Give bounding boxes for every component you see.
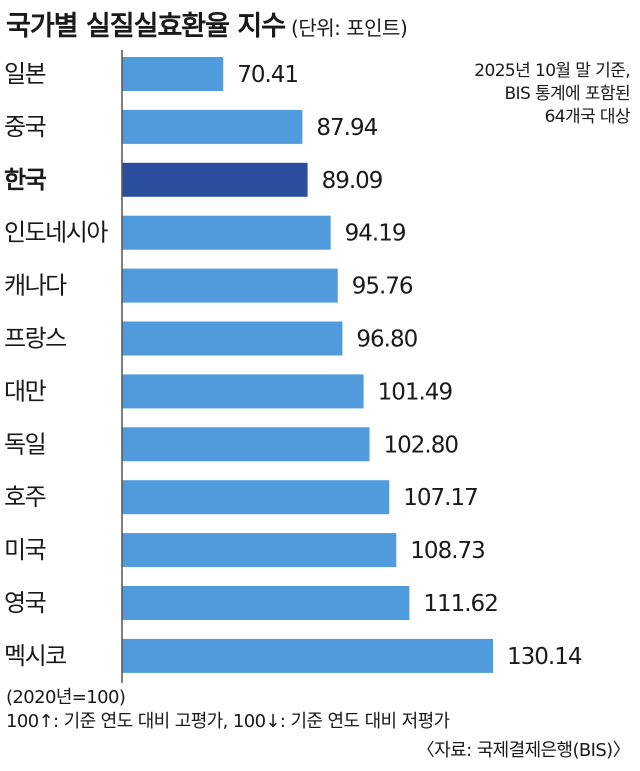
bar <box>122 321 343 356</box>
bar <box>122 215 331 250</box>
value-label: 96.80 <box>356 327 417 353</box>
value-label: 94.19 <box>345 221 406 247</box>
value-label: 95.76 <box>352 274 413 300</box>
category-label: 중국 <box>4 113 46 141</box>
bar <box>122 586 410 620</box>
category-label: 호주 <box>4 483 46 511</box>
chart-footer: (2020년=100) 100↑: 기준 연도 대비 고평가, 100↓: 기준… <box>6 686 450 734</box>
category-label: 멕시코 <box>4 642 66 670</box>
chart-header: 국가별 실질실효환율 지수 (단위: 포인트) <box>6 4 408 43</box>
category-label: 한국 <box>4 166 47 194</box>
bar <box>122 480 390 515</box>
category-label: 대만 <box>4 377 47 405</box>
category-label: 프랑스 <box>4 325 66 353</box>
category-label: 영국 <box>4 589 46 617</box>
bar <box>122 533 397 568</box>
category-label: 미국 <box>4 536 46 564</box>
note-line: 64개국 대상 <box>544 107 631 127</box>
category-label: 캐나다 <box>4 272 67 300</box>
bar <box>122 427 370 462</box>
bar <box>122 162 308 197</box>
value-label: 87.94 <box>316 115 377 141</box>
bar <box>122 374 364 409</box>
value-label: 101.49 <box>378 379 453 405</box>
category-label: 인도네시아 <box>4 219 108 247</box>
bar-chart: 일본 70.41 중국 87.94 한국 89.09 인도네시아 94.19 캐나다 95.76 프… <box>4 50 583 683</box>
value-label: 107.17 <box>403 485 477 511</box>
source-note: 〈자료: 국제결제은행(BIS)〉 <box>416 740 631 761</box>
note-line: BIS 통계에 포함된 <box>504 84 630 104</box>
chart-title: 국가별 실질실효환율 지수 <box>6 11 286 42</box>
value-label: 70.41 <box>237 62 298 88</box>
unit-label: (단위: 포인트) <box>291 16 408 40</box>
bar <box>122 268 338 303</box>
value-label: 102.80 <box>384 432 459 458</box>
bar <box>122 638 493 673</box>
value-label: 111.62 <box>423 591 497 617</box>
value-label: 89.09 <box>322 168 383 194</box>
note-line: 2025년 10월 말 기준, <box>474 61 630 81</box>
chart-note: 2025년 10월 말 기준, BIS 통계에 포함된 64개국 대상 <box>474 60 630 129</box>
legend-note: 100↑: 기준 연도 대비 고평가, 100↓: 기준 연도 대비 저평가 <box>6 711 450 732</box>
bar-group: 일본 70.41 중국 87.94 한국 89.09 인도네시아 94.19 캐나다 95.76 프… <box>4 57 583 673</box>
base-year-note: (2020년=100) <box>6 687 126 708</box>
value-label: 130.14 <box>507 644 582 670</box>
category-label: 독일 <box>4 430 45 458</box>
bar <box>122 57 224 91</box>
category-label: 일본 <box>4 60 46 88</box>
value-label: 108.73 <box>410 538 484 564</box>
bar <box>122 109 303 144</box>
